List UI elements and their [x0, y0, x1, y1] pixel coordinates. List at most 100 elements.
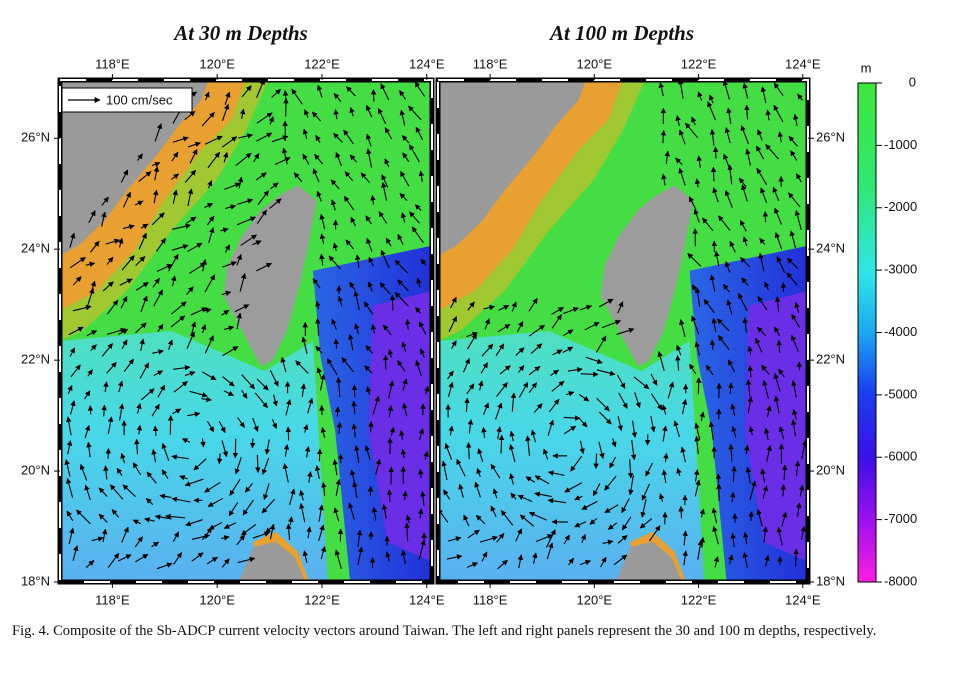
current-vector: [365, 345, 373, 354]
current-vector: [401, 135, 410, 144]
current-vector: [589, 517, 598, 525]
current-vector: [530, 429, 537, 443]
current-vector: [244, 482, 253, 493]
current-vector: [207, 151, 221, 169]
current-vector: [118, 403, 125, 421]
current-vector: [682, 530, 688, 546]
current-vector: [596, 369, 616, 376]
current-vector: [528, 511, 547, 521]
current-vector: [600, 556, 607, 568]
current-vector: [759, 237, 766, 245]
lon-label: 122°E: [681, 592, 717, 607]
current-vector: [675, 157, 683, 166]
current-vector: [161, 442, 170, 461]
current-vector: [341, 357, 354, 373]
current-vector: [314, 153, 324, 165]
current-vector: [300, 383, 307, 398]
current-vector: [748, 426, 755, 436]
current-vector: [744, 444, 750, 455]
current-vector: [236, 534, 246, 546]
current-vector: [207, 498, 223, 508]
lat-label: 20°N: [21, 462, 50, 477]
current-vector: [122, 224, 135, 230]
current-vector: [650, 373, 658, 386]
current-vector: [574, 495, 583, 501]
current-vector: [191, 552, 204, 562]
current-vector: [349, 106, 355, 117]
current-vector: [354, 445, 360, 464]
current-vector: [66, 477, 74, 498]
current-vector: [106, 256, 114, 265]
current-vector: [661, 173, 667, 186]
current-vector: [760, 468, 766, 483]
current-vector: [500, 510, 514, 526]
current-vector: [187, 411, 201, 417]
current-vector: [578, 393, 590, 402]
current-vector: [745, 466, 752, 484]
current-vector: [498, 434, 505, 454]
current-vector: [699, 508, 705, 518]
map-panel: [60, 80, 432, 582]
current-vector: [120, 452, 126, 464]
current-vector: [365, 104, 373, 118]
colorbar-label: -8000: [884, 573, 917, 588]
current-vector: [186, 216, 197, 224]
current-vector: [385, 551, 391, 562]
lon-label: 124°E: [409, 592, 445, 607]
current-vector: [764, 427, 770, 441]
current-vector: [497, 323, 511, 333]
colorbar-unit: m: [861, 60, 872, 75]
current-vector: [688, 196, 697, 210]
current-vector: [189, 390, 208, 398]
current-vector: [483, 304, 495, 311]
current-vector: [447, 370, 454, 380]
current-vector: [201, 258, 207, 272]
current-vector: [285, 399, 292, 416]
current-vector: [714, 250, 720, 267]
current-vector: [574, 521, 587, 528]
current-vector: [70, 364, 81, 378]
current-vector: [747, 365, 754, 378]
current-vector: [611, 438, 617, 448]
current-vector: [107, 416, 114, 435]
current-vector: [367, 281, 373, 292]
current-vector: [467, 529, 480, 539]
current-vector: [448, 425, 454, 436]
current-vector: [220, 227, 229, 233]
lon-label: 118°E: [95, 56, 130, 71]
current-vector: [109, 484, 124, 500]
shelf-ring: [253, 531, 310, 582]
current-vector: [224, 244, 231, 253]
current-vector: [272, 394, 278, 407]
current-vector: [397, 233, 404, 245]
current-vector: [740, 257, 751, 268]
current-vector: [221, 535, 230, 541]
current-vector: [332, 459, 338, 476]
current-vector: [675, 354, 681, 371]
current-vector: [709, 274, 716, 292]
current-vector: [727, 382, 734, 395]
current-vector: [764, 281, 770, 291]
current-vector: [641, 483, 650, 501]
current-vector: [234, 457, 242, 475]
current-vector: [490, 505, 497, 518]
current-vector: [598, 441, 605, 459]
current-vector: [295, 360, 309, 374]
current-vector: [119, 278, 133, 286]
current-vector: [66, 440, 73, 455]
current-vector: [236, 312, 242, 330]
current-vector: [741, 277, 749, 286]
current-vector: [121, 526, 129, 543]
current-vector: [152, 425, 159, 436]
current-vector: [299, 489, 305, 501]
current-vector: [496, 382, 508, 397]
current-vector: [103, 465, 109, 480]
current-vector: [101, 211, 107, 227]
current-vector: [762, 526, 768, 543]
current-vector: [528, 366, 541, 376]
current-vector: [678, 129, 686, 145]
current-vector: [72, 545, 79, 561]
current-vector: [724, 127, 731, 143]
current-vector: [726, 107, 732, 125]
current-vector: [351, 384, 358, 398]
